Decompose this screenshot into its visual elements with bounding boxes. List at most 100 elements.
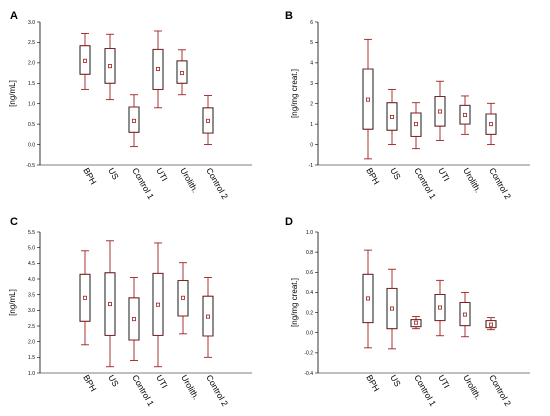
category-label: US (106, 373, 121, 389)
category-label: BPH (81, 166, 98, 186)
median-marker (365, 296, 370, 301)
box-uti (434, 80, 446, 141)
category-label: BPH (364, 166, 381, 186)
box-urolith- (459, 95, 471, 135)
median-marker (205, 314, 210, 319)
category-label: UTI (154, 373, 170, 390)
y-tick-label: 2 (310, 102, 313, 108)
y-tick-label: 4.0 (28, 277, 35, 283)
category-label: Urolith. (461, 166, 483, 194)
median-marker (488, 322, 493, 327)
box-us (104, 33, 116, 101)
panel-letter: B (285, 10, 293, 22)
panel-letter: A (10, 10, 18, 22)
category-label: UTI (436, 166, 452, 183)
median-marker (155, 66, 160, 71)
median-marker (205, 118, 210, 123)
y-tick-label: 5.0 (28, 245, 35, 251)
panel-D: D -0.4 -0.2 0.0 0.2 0.4 0.6 0.8 1.0 [ng/mg creat.… (285, 216, 530, 408)
y-tick-label: 0.4 (306, 290, 313, 296)
panel-A: A -0.5 0.0 0.5 1.0 1.5 2.0 2.5 3.0 [ng/mL] BPH US Co… (8, 10, 252, 201)
y-tick-label: 1.0 (28, 102, 35, 108)
y-tick-label: 5 (310, 40, 313, 46)
median-marker (389, 114, 394, 119)
y-tick-label: 1.0 (306, 230, 313, 236)
panel-C: C 1.0 1.5 2.0 2.5 3.0 3.5 4.0 4.5 5.0 5.5 [ng/mL] BP… (8, 216, 252, 408)
median-marker (83, 295, 88, 300)
y-tick-label: -0.4 (304, 371, 313, 377)
median-marker (389, 306, 394, 311)
box-control-1 (410, 316, 422, 330)
y-axis-title: [ng/mg creat.] (290, 278, 299, 327)
box-urolith- (177, 262, 189, 335)
y-tick-label: -0.2 (304, 351, 313, 357)
median-marker (179, 71, 184, 76)
y-tick-label: 0.8 (306, 250, 313, 256)
y-tick-label: 0.2 (306, 310, 313, 316)
category-label: Control 2 (487, 166, 513, 201)
median-marker (131, 317, 136, 322)
box-control-2 (485, 317, 497, 331)
panel-B: B -1 0 1 2 3 4 5 6 [ng/mg creat.] BPH US Control 1UT… (285, 10, 530, 201)
y-tick-label: 4.5 (28, 261, 35, 267)
category-label: UTI (436, 373, 452, 390)
median-marker (365, 97, 370, 102)
box-control-1 (410, 102, 422, 150)
box-urolith- (176, 49, 188, 96)
box-control-2 (485, 102, 497, 146)
y-axis-title: [ng/mg creat.] (290, 69, 299, 118)
y-tick-label: 4 (310, 61, 313, 67)
category-label: US (388, 166, 403, 182)
box-bph (79, 250, 91, 346)
y-tick-label: 0.0 (306, 331, 313, 337)
median-marker (83, 58, 88, 63)
y-tick-label: 0 (310, 142, 313, 148)
box-control-2 (202, 276, 214, 358)
box-control-1 (128, 276, 140, 361)
y-tick-label: 1.0 (28, 371, 35, 377)
box-us (386, 88, 398, 146)
median-marker (413, 122, 418, 127)
category-label: BPH (364, 373, 381, 393)
y-tick-label: 0.6 (306, 270, 313, 276)
median-marker (413, 320, 418, 325)
category-label: Control 1 (412, 373, 438, 408)
category-label: Control 1 (130, 166, 156, 201)
median-marker (437, 109, 442, 114)
y-tick-label: -1 (309, 163, 314, 169)
median-marker (108, 302, 113, 307)
median-marker (131, 118, 136, 123)
y-tick-label: 1.5 (28, 81, 35, 87)
category-label: US (388, 373, 403, 389)
median-marker (462, 112, 467, 117)
box-us (104, 240, 116, 368)
category-label: Control 2 (204, 166, 230, 201)
y-tick-label: 3 (310, 81, 313, 87)
category-label: Control 2 (204, 373, 230, 408)
median-marker (155, 302, 160, 307)
y-tick-label: 5.5 (28, 230, 35, 236)
box-uti (152, 30, 164, 109)
y-axis-title: [ng/mL] (8, 80, 17, 107)
category-label: Urolith. (178, 166, 200, 194)
y-tick-label: 2.5 (28, 324, 35, 330)
y-tick-label: 1.5 (28, 355, 35, 361)
y-axis-title: [ng/mL] (8, 289, 17, 316)
panel-letter: D (285, 216, 293, 228)
y-tick-label: 0.0 (28, 142, 35, 148)
box-bph (362, 38, 374, 160)
box-bph (79, 32, 91, 90)
panel-letter: C (10, 216, 18, 228)
category-label: BPH (81, 373, 98, 393)
box-uti (434, 279, 446, 337)
box-control-1 (128, 94, 140, 148)
y-tick-label: 3.0 (28, 20, 35, 26)
category-label: Control 1 (412, 166, 438, 201)
y-tick-label: -0.5 (26, 163, 35, 169)
box-control-2 (202, 95, 214, 146)
median-marker (488, 122, 493, 127)
y-tick-label: 2.5 (28, 40, 35, 46)
category-label: Urolith. (461, 373, 483, 401)
box-uti (152, 242, 164, 368)
median-marker (180, 295, 185, 300)
